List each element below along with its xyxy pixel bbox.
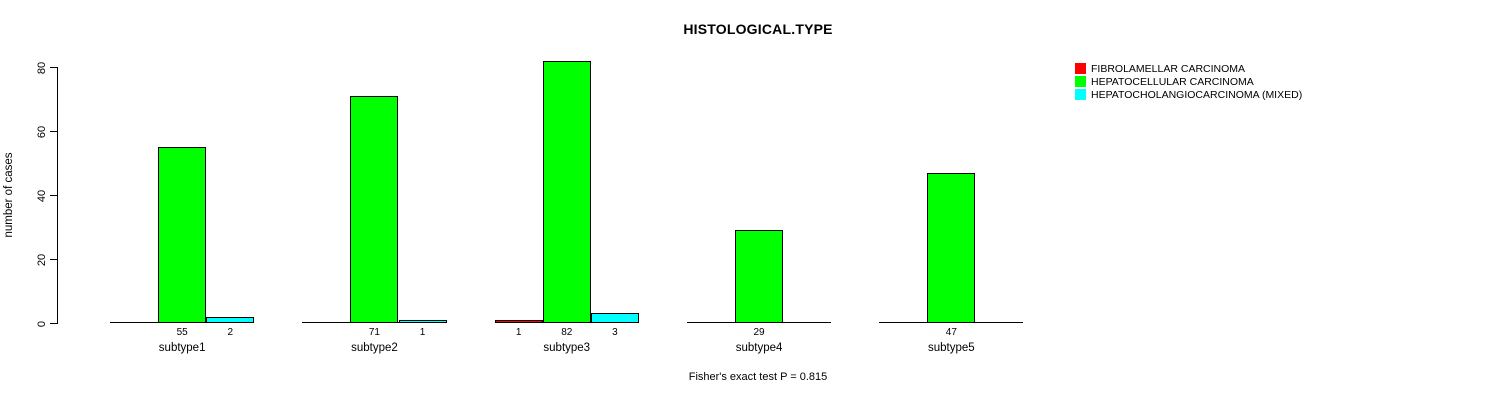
bar-subtype4-series2 [735,230,784,323]
y-tick-label: 80 [36,61,48,74]
y-tick-mark [50,323,57,325]
legend: FIBROLAMELLAR CARCINOMA HEPATOCELLULAR CA… [1075,62,1302,102]
y-tick-label: 60 [36,125,48,138]
y-tick-mark [50,259,57,261]
legend-label: HEPATOCHOLANGIOCARCINOMA (MIXED) [1091,88,1303,101]
legend-item: HEPATOCHOLANGIOCARCINOMA (MIXED) [1075,88,1302,101]
footnote-text: Fisher's exact test P = 0.815 [688,371,828,383]
bar-value-label: 2 [227,327,234,338]
legend-label: FIBROLAMELLAR CARCINOMA [1091,62,1246,75]
legend-color-swatch [1075,63,1086,75]
y-tick-label: 40 [36,189,48,202]
y-axis-label: number of cases [3,152,15,238]
bar-value-label: 71 [368,327,380,338]
y-tick-mark [50,67,57,69]
bar-value-label: 1 [515,327,522,338]
x-category-label: subtype3 [543,342,591,354]
y-tick-label: 20 [36,253,48,266]
bar-subtype5-series2 [927,172,976,323]
legend-color-swatch [1075,89,1086,101]
bar-subtype3-series2 [542,60,591,323]
bar-subtype2-series2 [350,95,399,323]
bar-value-label: 3 [612,327,618,338]
bar-subtype3-series3 [590,313,639,323]
bar-value-label: 82 [561,327,573,338]
bar-value-label: 47 [945,327,957,338]
bar-value-label: 1 [419,327,426,338]
x-category-label: subtype1 [158,342,206,354]
x-category-label: subtype4 [735,342,783,354]
y-tick-label: 0 [36,320,48,327]
x-category-label: subtype5 [928,342,975,354]
legend-item: FIBROLAMELLAR CARCINOMA [1075,62,1302,75]
bar-value-label: 29 [753,327,765,338]
bar-value-label: 55 [176,327,188,338]
bar-subtype1-series2 [158,147,207,323]
bar-subtype3-series1 [494,319,543,323]
x-category-label: subtype2 [351,342,398,354]
chart-title: HISTOLOGICAL.TYPE [683,21,833,37]
legend-label: HEPATOCELLULAR CARCINOMA [1091,75,1254,88]
y-tick-mark [50,131,57,133]
bar-subtype2-series3 [398,319,447,323]
legend-color-swatch [1075,76,1086,88]
bar-subtype1-series3 [206,316,255,323]
y-tick-mark [50,195,57,197]
y-axis-line [57,67,59,324]
legend-item: HEPATOCELLULAR CARCINOMA [1075,75,1302,88]
